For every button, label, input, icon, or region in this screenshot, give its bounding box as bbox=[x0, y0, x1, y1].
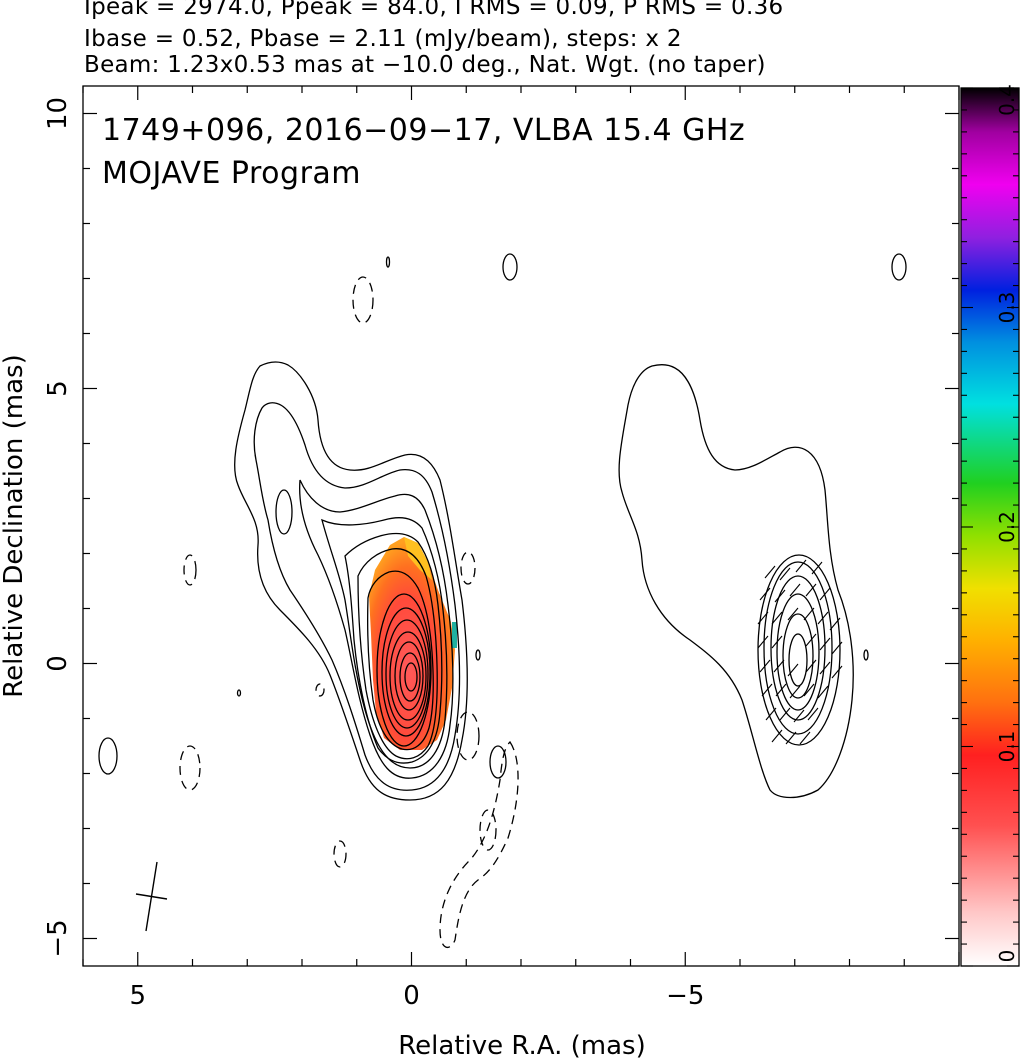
frac-pol-cyan-pixel bbox=[452, 622, 457, 648]
negative-contours bbox=[179, 276, 519, 949]
y-axis-label: Relative Declination (mas) bbox=[0, 354, 29, 697]
colorbar-tick-label: 0.4 bbox=[995, 84, 1019, 116]
colorbar-tick-label: 0.2 bbox=[995, 511, 1019, 543]
y-tick-label: 0 bbox=[43, 655, 73, 672]
program-annotation: MOJAVE Program bbox=[102, 156, 361, 191]
right-lowest-contour bbox=[618, 364, 854, 799]
frac-pol-yellow-edge bbox=[404, 537, 432, 580]
y-tick-label: 5 bbox=[43, 380, 73, 397]
y-tick-label: −5 bbox=[43, 919, 73, 957]
right-contours bbox=[618, 253, 907, 799]
x-ticks bbox=[82, 86, 960, 966]
left-contours bbox=[98, 253, 518, 801]
beam-cross bbox=[135, 861, 168, 932]
evpa-sticks bbox=[757, 559, 843, 745]
y-tick-labels: −5 0 5 10 bbox=[43, 97, 73, 958]
header-base-line: Ibase = 0.52, Pbase = 2.11 (mJy/beam), s… bbox=[84, 26, 682, 52]
x-tick-label: 5 bbox=[129, 981, 146, 1011]
source-annotation: 1749+096, 2016−09−17, VLBA 15.4 GHz bbox=[102, 113, 745, 148]
lowest-contour bbox=[234, 361, 468, 801]
colorbar-tick-labels: 0 0.1 0.2 0.3 0.4 bbox=[995, 84, 1019, 962]
colorbar-ticks bbox=[961, 87, 1019, 967]
x-tick-label: 0 bbox=[403, 981, 420, 1011]
colorbar-tick-label: 0.3 bbox=[995, 292, 1019, 324]
colorbar-tick-label: 0.1 bbox=[995, 731, 1019, 763]
colorbar-tick-label: 0 bbox=[995, 950, 1019, 963]
x-axis-label: Relative R.A. (mas) bbox=[398, 1031, 645, 1061]
header-beam-line: Beam: 1.23x0.53 mas at −10.0 deg., Nat. … bbox=[84, 52, 766, 78]
y-ticks bbox=[83, 112, 959, 940]
x-tick-label: −5 bbox=[666, 981, 704, 1011]
y-tick-label: 10 bbox=[43, 97, 73, 130]
header-peak-line: Ipeak = 2974.0, Ppeak = 84.0, I RMS = 0.… bbox=[84, 0, 784, 20]
x-tick-labels: 5 0 −5 bbox=[129, 981, 704, 1011]
